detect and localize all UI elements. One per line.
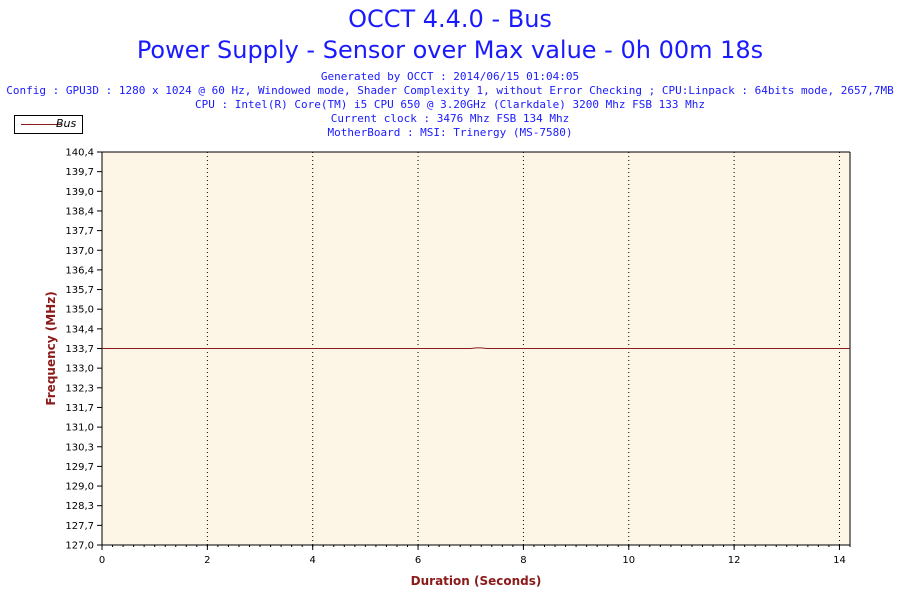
info-motherboard: MotherBoard : MSI: Trinergy (MS-7580) — [327, 126, 573, 139]
y-tick-label-13: 135,7 — [65, 285, 94, 296]
x-tick-label-2: 4 — [310, 555, 316, 566]
x-tick-label-7: 14 — [833, 555, 846, 566]
legend-label: Bus — [56, 117, 77, 130]
y-tick-label-17: 138,4 — [65, 206, 94, 217]
y-tick-label-10: 133,7 — [65, 344, 94, 355]
y-tick-label-15: 137,0 — [65, 246, 94, 257]
y-tick-label-16: 137,7 — [65, 226, 94, 237]
y-tick-label-3: 129,0 — [65, 482, 94, 493]
series-line-bus — [102, 347, 850, 349]
y-tick-label-8: 132,3 — [65, 383, 94, 394]
y-tick-label-6: 131,0 — [65, 423, 94, 434]
x-tick-label-1: 2 — [204, 555, 210, 566]
y-tick-label-5: 130,3 — [65, 442, 94, 453]
chart-title: OCCT 4.4.0 - Bus — [348, 5, 552, 33]
y-tick-label-11: 134,4 — [65, 324, 94, 335]
x-tick-label-0: 0 — [99, 555, 105, 566]
x-tick-label-5: 10 — [622, 555, 635, 566]
y-tick-label-9: 133,0 — [65, 364, 94, 375]
info-generated: Generated by OCCT : 2014/06/15 01:04:05 — [320, 70, 580, 83]
info-config: Config : GPU3D : 1280 x 1024 @ 60 Hz, Wi… — [6, 84, 894, 97]
y-tick-label-4: 129,7 — [65, 462, 94, 473]
y-tick-label-0: 127,0 — [65, 541, 94, 552]
y-tick-label-14: 136,4 — [65, 265, 94, 276]
x-axis-label: Duration (Seconds) — [411, 574, 542, 588]
y-tick-label-19: 139,7 — [65, 167, 94, 178]
series-group — [102, 347, 850, 349]
x-axis-ticks: 0 2 4 6 8 10 12 14 — [99, 545, 851, 566]
x-tick-label-6: 12 — [728, 555, 741, 566]
x-tick-label-3: 6 — [415, 555, 421, 566]
y-tick-label-20: 140,4 — [65, 148, 94, 159]
y-tick-label-2: 128,3 — [65, 501, 94, 512]
y-axis-label: Frequency (MHz) — [44, 291, 58, 405]
info-current-clock: Current clock : 3476 Mhz FSB 134 Mhz — [330, 112, 570, 125]
chart-subtitle: Power Supply - Sensor over Max value - 0… — [136, 36, 764, 64]
y-tick-label-12: 135,0 — [65, 305, 94, 316]
x-tick-label-4: 8 — [520, 555, 526, 566]
chart-legend: Bus — [14, 115, 83, 134]
info-cpu: CPU : Intel(R) Core(TM) i5 CPU 650 @ 3.2… — [195, 98, 705, 111]
y-axis-ticks: 127,0 127,7 128,3 129,0 129,7 130,3 131,0 131,7… — [65, 148, 102, 552]
y-tick-label-7: 131,7 — [65, 403, 94, 414]
y-tick-label-18: 139,0 — [65, 187, 94, 198]
legend-swatch — [21, 124, 61, 125]
y-tick-label-1: 127,7 — [65, 521, 94, 532]
